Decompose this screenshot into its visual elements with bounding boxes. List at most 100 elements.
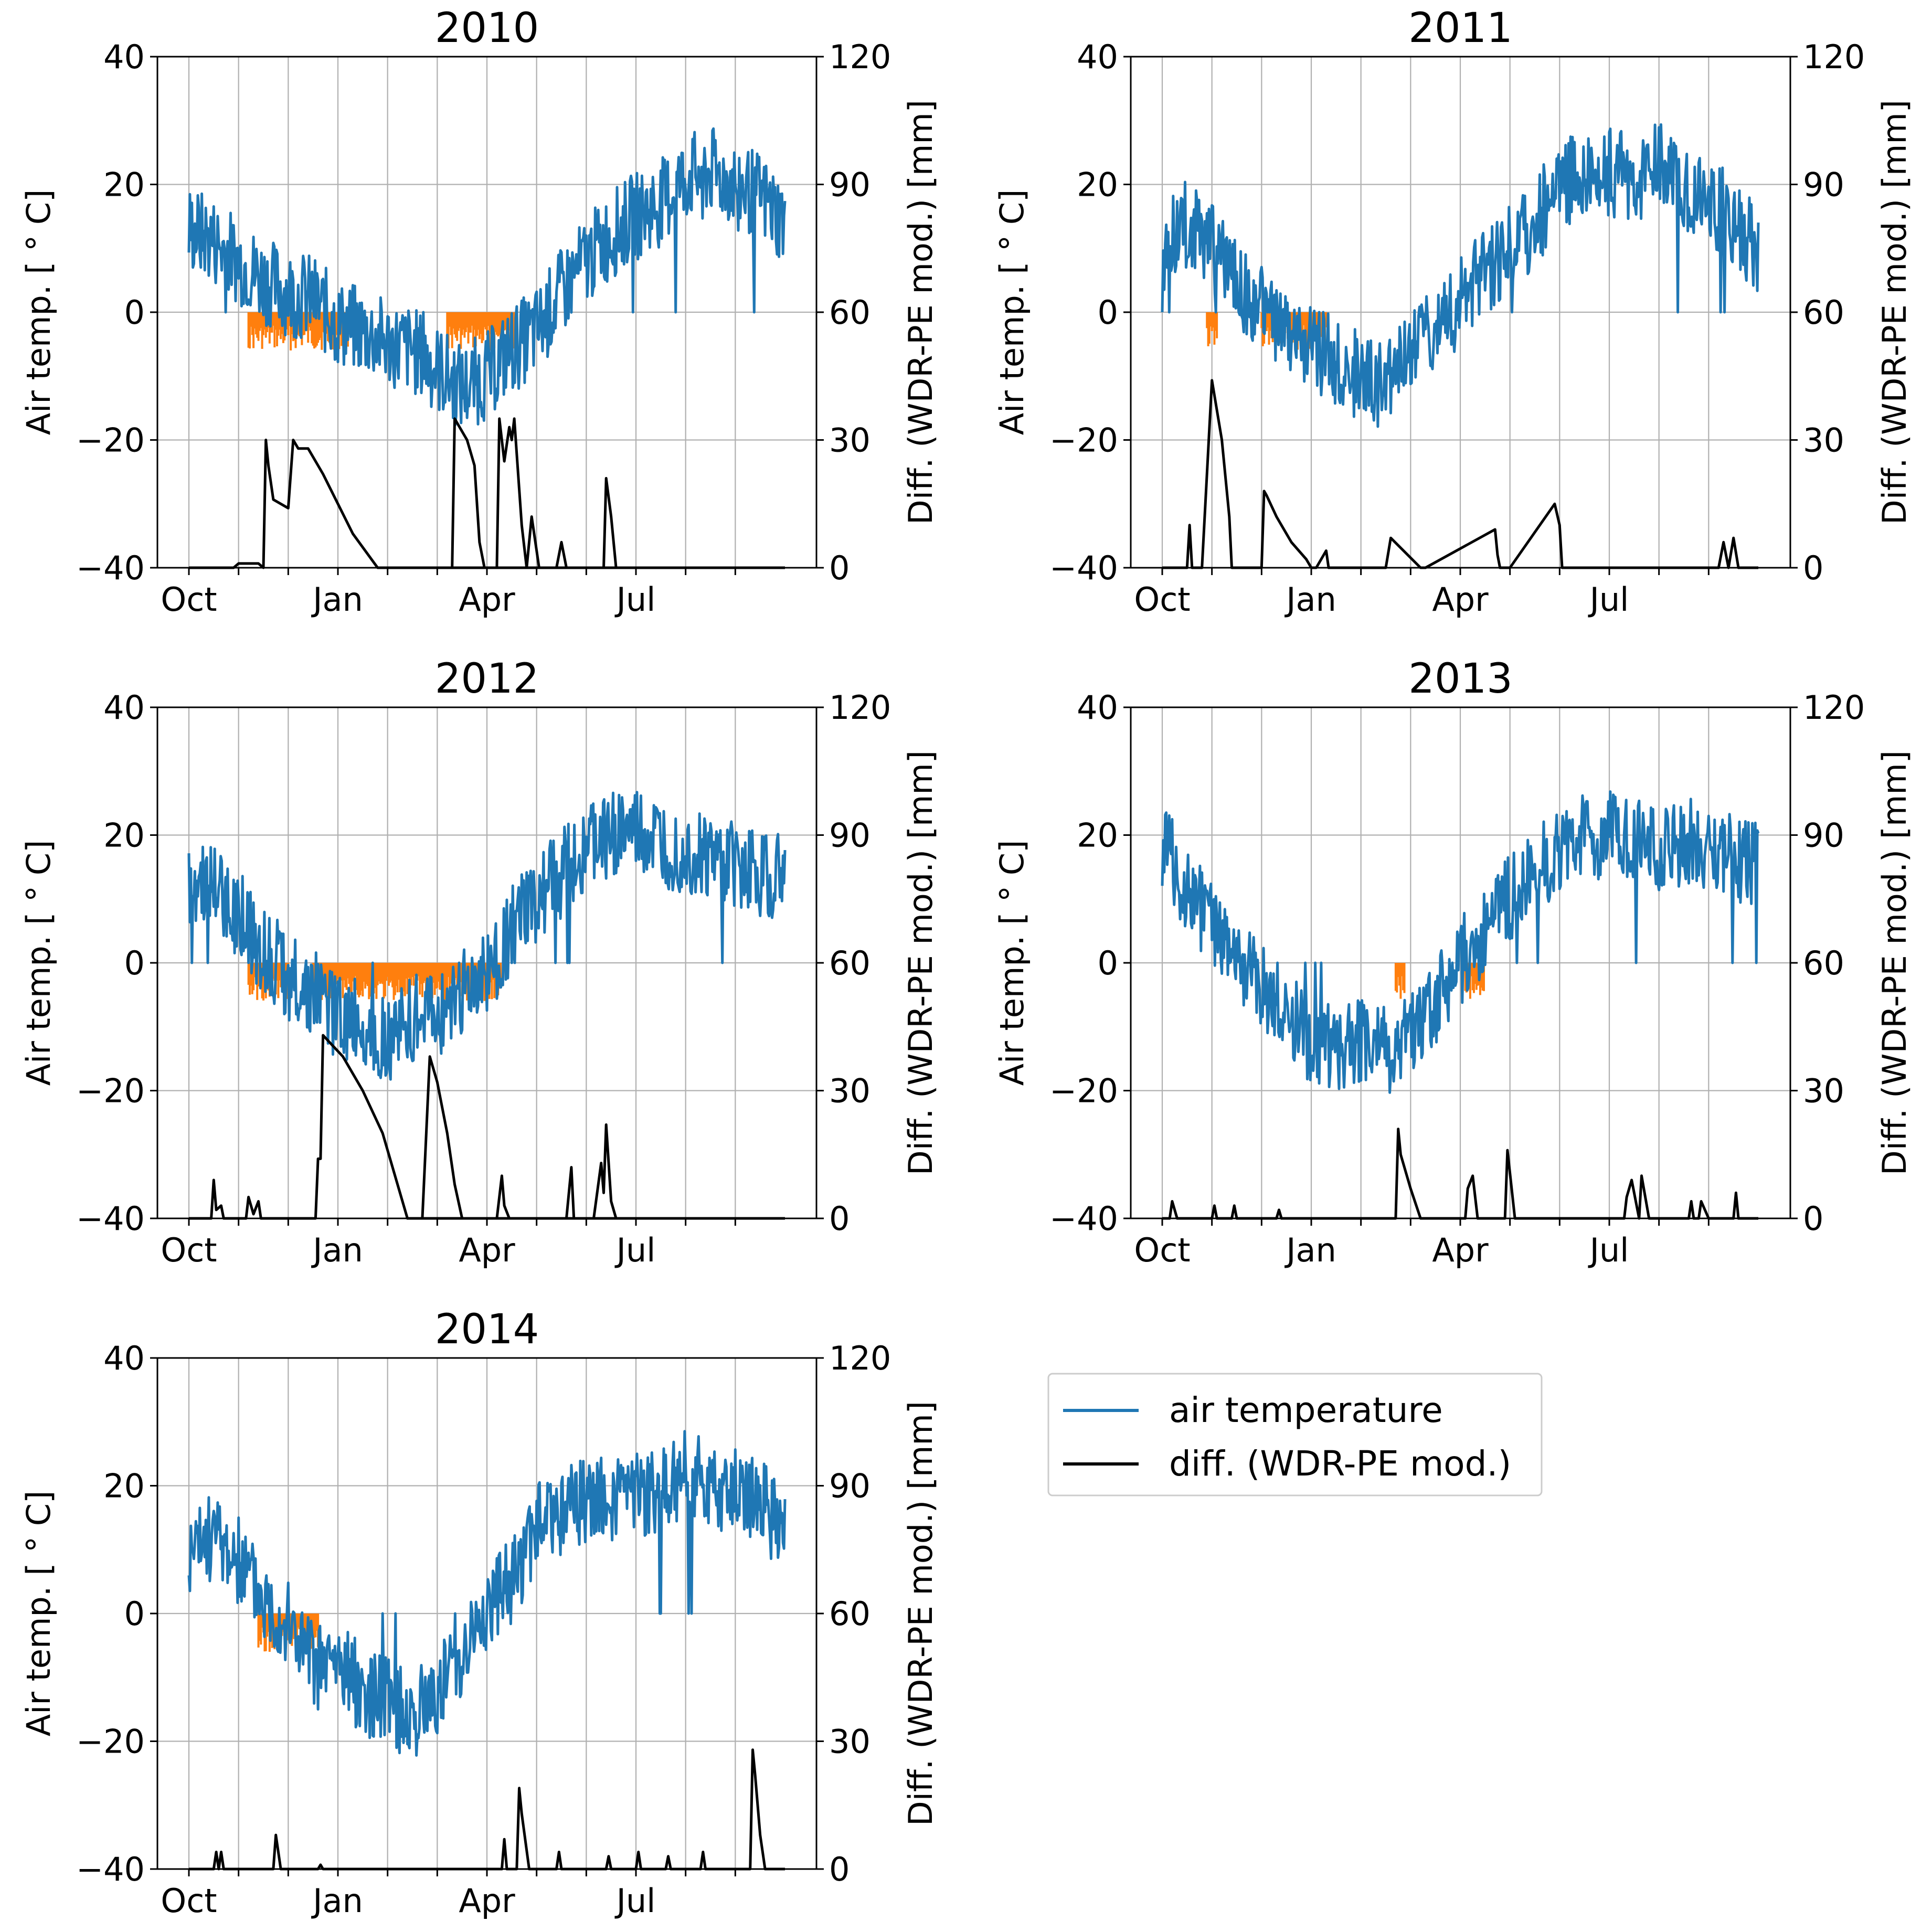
- y-tick-label: −40: [1049, 1199, 1118, 1238]
- y-right-tick-label: 30: [829, 421, 871, 460]
- legend: air temperature diff. (WDR-PE mod.): [1047, 1373, 1543, 1496]
- y-axis-label: Air temp. [ ° C]: [19, 1491, 58, 1737]
- x-tick-label: Jul: [614, 1231, 656, 1269]
- y-right-tick-label: 90: [829, 816, 871, 855]
- x-tick-label: Apr: [459, 580, 515, 619]
- y-right-axis-label: Diff. (WDR-PE mod.) [mm]: [901, 100, 940, 525]
- y-right-tick-label: 60: [829, 944, 871, 982]
- x-tick-label: Apr: [1432, 1231, 1489, 1269]
- series-line-air-temperature: [187, 127, 787, 427]
- legend-label: diff. (WDR-PE mod.): [1169, 1443, 1511, 1484]
- chart-title: 2014: [435, 1306, 539, 1353]
- y-tick-label: 40: [103, 38, 145, 76]
- y-tick-label: −20: [76, 1723, 145, 1761]
- x-tick-label: Jul: [1588, 1231, 1629, 1269]
- y-right-tick-label: 0: [1803, 549, 1823, 587]
- y-axis-label: Air temp. [ ° C]: [993, 840, 1031, 1086]
- y-right-tick-label: 0: [829, 549, 850, 587]
- y-tick-label: 20: [103, 1467, 145, 1505]
- chart-panel-2012: 40 20 0 −20 −40 120 90 60 30 0 Oct Jan Apr Jul 2012 Air…: [19, 655, 940, 1269]
- y-tick-label: −40: [76, 549, 145, 587]
- x-tick-label: Jul: [614, 1882, 656, 1920]
- y-right-tick-label: 120: [829, 1339, 891, 1377]
- x-tick-label: Oct: [161, 1882, 217, 1920]
- y-axis-label: Air temp. [ ° C]: [993, 189, 1031, 436]
- x-tick-label: Jan: [311, 580, 363, 619]
- series-line-air-temperature: [1161, 123, 1760, 428]
- x-tick-label: Jan: [1284, 580, 1336, 619]
- chart-title: 2012: [435, 655, 539, 703]
- x-tick-label: Apr: [459, 1231, 515, 1269]
- y-tick-label: 20: [103, 816, 145, 855]
- y-tick-label: 20: [103, 166, 145, 204]
- y-right-axis-label: Diff. (WDR-PE mod.) [mm]: [901, 750, 940, 1175]
- y-tick-label: −20: [1049, 1072, 1118, 1110]
- y-right-axis-label: Diff. (WDR-PE mod.) [mm]: [901, 1401, 940, 1826]
- y-tick-label: 0: [124, 944, 145, 982]
- y-tick-label: 40: [103, 688, 145, 727]
- chart-panel-2010: 40 20 0 −20 −40 120 90 60 30 0 Oct Jan Apr Jul 2010 Air…: [19, 5, 940, 619]
- y-tick-label: 0: [124, 1595, 145, 1633]
- y-right-tick-label: 0: [829, 1850, 850, 1888]
- y-right-axis-label: Diff. (WDR-PE mod.) [mm]: [1875, 100, 1914, 525]
- y-tick-label: −20: [1049, 421, 1118, 460]
- legend-box: [1047, 1373, 1543, 1496]
- freeze-indicator-band: [1206, 312, 1218, 346]
- y-tick-label: −40: [76, 1199, 145, 1238]
- y-right-tick-label: 120: [1803, 688, 1865, 727]
- y-axis-label: Air temp. [ ° C]: [19, 840, 58, 1086]
- y-tick-label: 20: [1077, 166, 1118, 204]
- y-tick-label: 40: [103, 1339, 145, 1377]
- y-right-tick-label: 120: [829, 688, 891, 727]
- series-line-diff-spring: [451, 417, 618, 569]
- x-tick-label: Oct: [1134, 580, 1190, 619]
- y-tick-label: −20: [76, 1072, 145, 1110]
- y-right-tick-label: 0: [1803, 1199, 1823, 1238]
- y-right-tick-label: 90: [829, 166, 871, 204]
- y-tick-label: 0: [1098, 293, 1118, 332]
- y-tick-label: 40: [1077, 38, 1118, 76]
- y-right-tick-label: 30: [829, 1723, 871, 1761]
- x-tick-label: Oct: [1134, 1231, 1190, 1269]
- freeze-indicator-band: [1394, 963, 1406, 999]
- y-tick-label: 40: [1077, 688, 1118, 727]
- series-line-diff-spring: [421, 1055, 621, 1220]
- y-right-tick-label: 0: [829, 1199, 850, 1238]
- chart-title: 2010: [435, 5, 539, 52]
- y-right-tick-label: 30: [1803, 421, 1844, 460]
- chart-title: 2013: [1408, 655, 1513, 703]
- y-right-tick-label: 30: [829, 1072, 871, 1110]
- x-tick-label: Jan: [1284, 1231, 1336, 1269]
- x-tick-label: Jan: [311, 1231, 363, 1269]
- y-right-tick-label: 120: [829, 38, 891, 76]
- y-right-tick-label: 90: [1803, 166, 1844, 204]
- y-right-tick-label: 90: [829, 1467, 871, 1505]
- chart-panel-2013: 40 20 0 −20 −40 120 90 60 30 0 Oct Jan Apr Jul 2013 Air…: [993, 655, 1914, 1269]
- series-line-air-temperature: [187, 791, 787, 1081]
- x-tick-label: Jul: [614, 580, 656, 619]
- y-tick-label: −40: [1049, 549, 1118, 587]
- series-line-air-temperature: [1161, 790, 1760, 1094]
- x-tick-label: Jul: [1588, 580, 1629, 619]
- x-tick-label: Apr: [459, 1882, 515, 1920]
- chart-panel-2011: 40 20 0 −20 −40 120 90 60 30 0 Oct Jan Apr Jul 2011 Air…: [993, 5, 1914, 619]
- series-line-air-temperature: [187, 1430, 787, 1757]
- y-right-axis-label: Diff. (WDR-PE mod.) [mm]: [1875, 750, 1914, 1175]
- y-right-tick-label: 60: [1803, 944, 1844, 982]
- y-tick-label: −20: [76, 421, 145, 460]
- y-tick-label: 0: [1098, 944, 1118, 982]
- legend-label: air temperature: [1169, 1390, 1443, 1430]
- y-axis-label: Air temp. [ ° C]: [19, 189, 58, 436]
- y-right-tick-label: 60: [1803, 293, 1844, 332]
- y-tick-label: 20: [1077, 816, 1118, 855]
- x-tick-label: Jan: [311, 1882, 363, 1920]
- y-right-tick-label: 30: [1803, 1072, 1844, 1110]
- y-right-tick-label: 60: [829, 293, 871, 332]
- y-right-tick-label: 60: [829, 1595, 871, 1633]
- chart-title: 2011: [1408, 5, 1513, 52]
- x-tick-label: Apr: [1432, 580, 1489, 619]
- y-right-tick-label: 120: [1803, 38, 1865, 76]
- x-tick-label: Oct: [161, 1231, 217, 1269]
- chart-panel-2014: 40 20 0 −20 −40 120 90 60 30 0 Oct Jan Apr Jul 2014 Air…: [19, 1306, 940, 1920]
